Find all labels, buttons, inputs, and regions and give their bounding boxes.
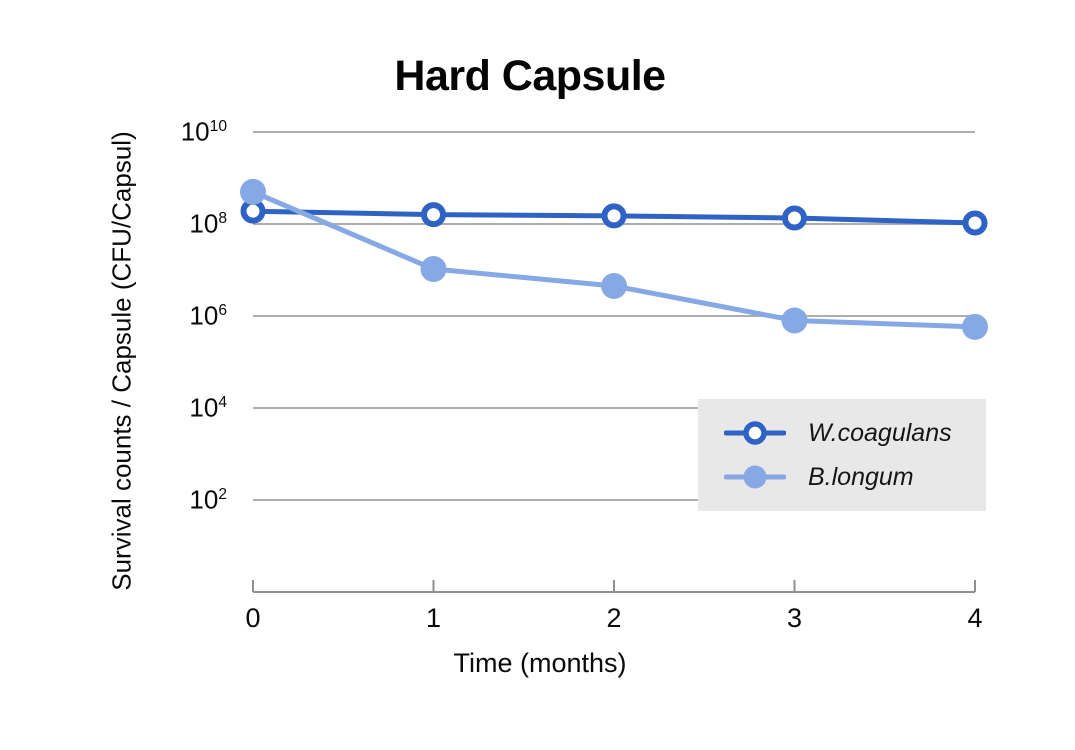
open-circle-marker-icon [724, 421, 786, 445]
data-point-marker [420, 256, 447, 283]
y-tick-label: 108 [189, 208, 227, 239]
x-tick-label: 0 [245, 603, 261, 633]
x-tick-label: 2 [606, 603, 622, 633]
data-point-marker [601, 203, 627, 229]
data-point-marker [781, 307, 808, 334]
filled-circle-marker-icon [724, 465, 786, 489]
x-tick-label: 1 [425, 603, 442, 633]
legend-item-w-coagulans: W.coagulans [724, 413, 986, 453]
data-point-marker [421, 202, 446, 228]
legend: W.coagulans B.longum [698, 399, 986, 511]
data-point-marker [601, 272, 627, 299]
series-b-longum [240, 178, 988, 340]
y-tick-label: 104 [189, 392, 227, 423]
data-point-marker [240, 178, 266, 205]
legend-label: B.longum [808, 462, 914, 491]
x-axis-title: Time (months) [453, 648, 627, 678]
data-point-marker [962, 210, 988, 236]
x-axis [252, 580, 976, 593]
y-tick-label: 106 [189, 300, 227, 331]
x-tick-label: 4 [967, 603, 983, 633]
data-point-marker [782, 205, 807, 231]
data-point-marker [962, 313, 988, 340]
series-w-coagulans [240, 198, 988, 236]
chart-title: Hard Capsule [394, 52, 666, 100]
y-tick-label: 102 [189, 484, 227, 515]
y-tick-label: 1010 [180, 116, 227, 147]
legend-item-b-longum: B.longum [724, 457, 986, 497]
legend-label: W.coagulans [808, 418, 952, 447]
x-tick-label: 3 [786, 603, 803, 633]
